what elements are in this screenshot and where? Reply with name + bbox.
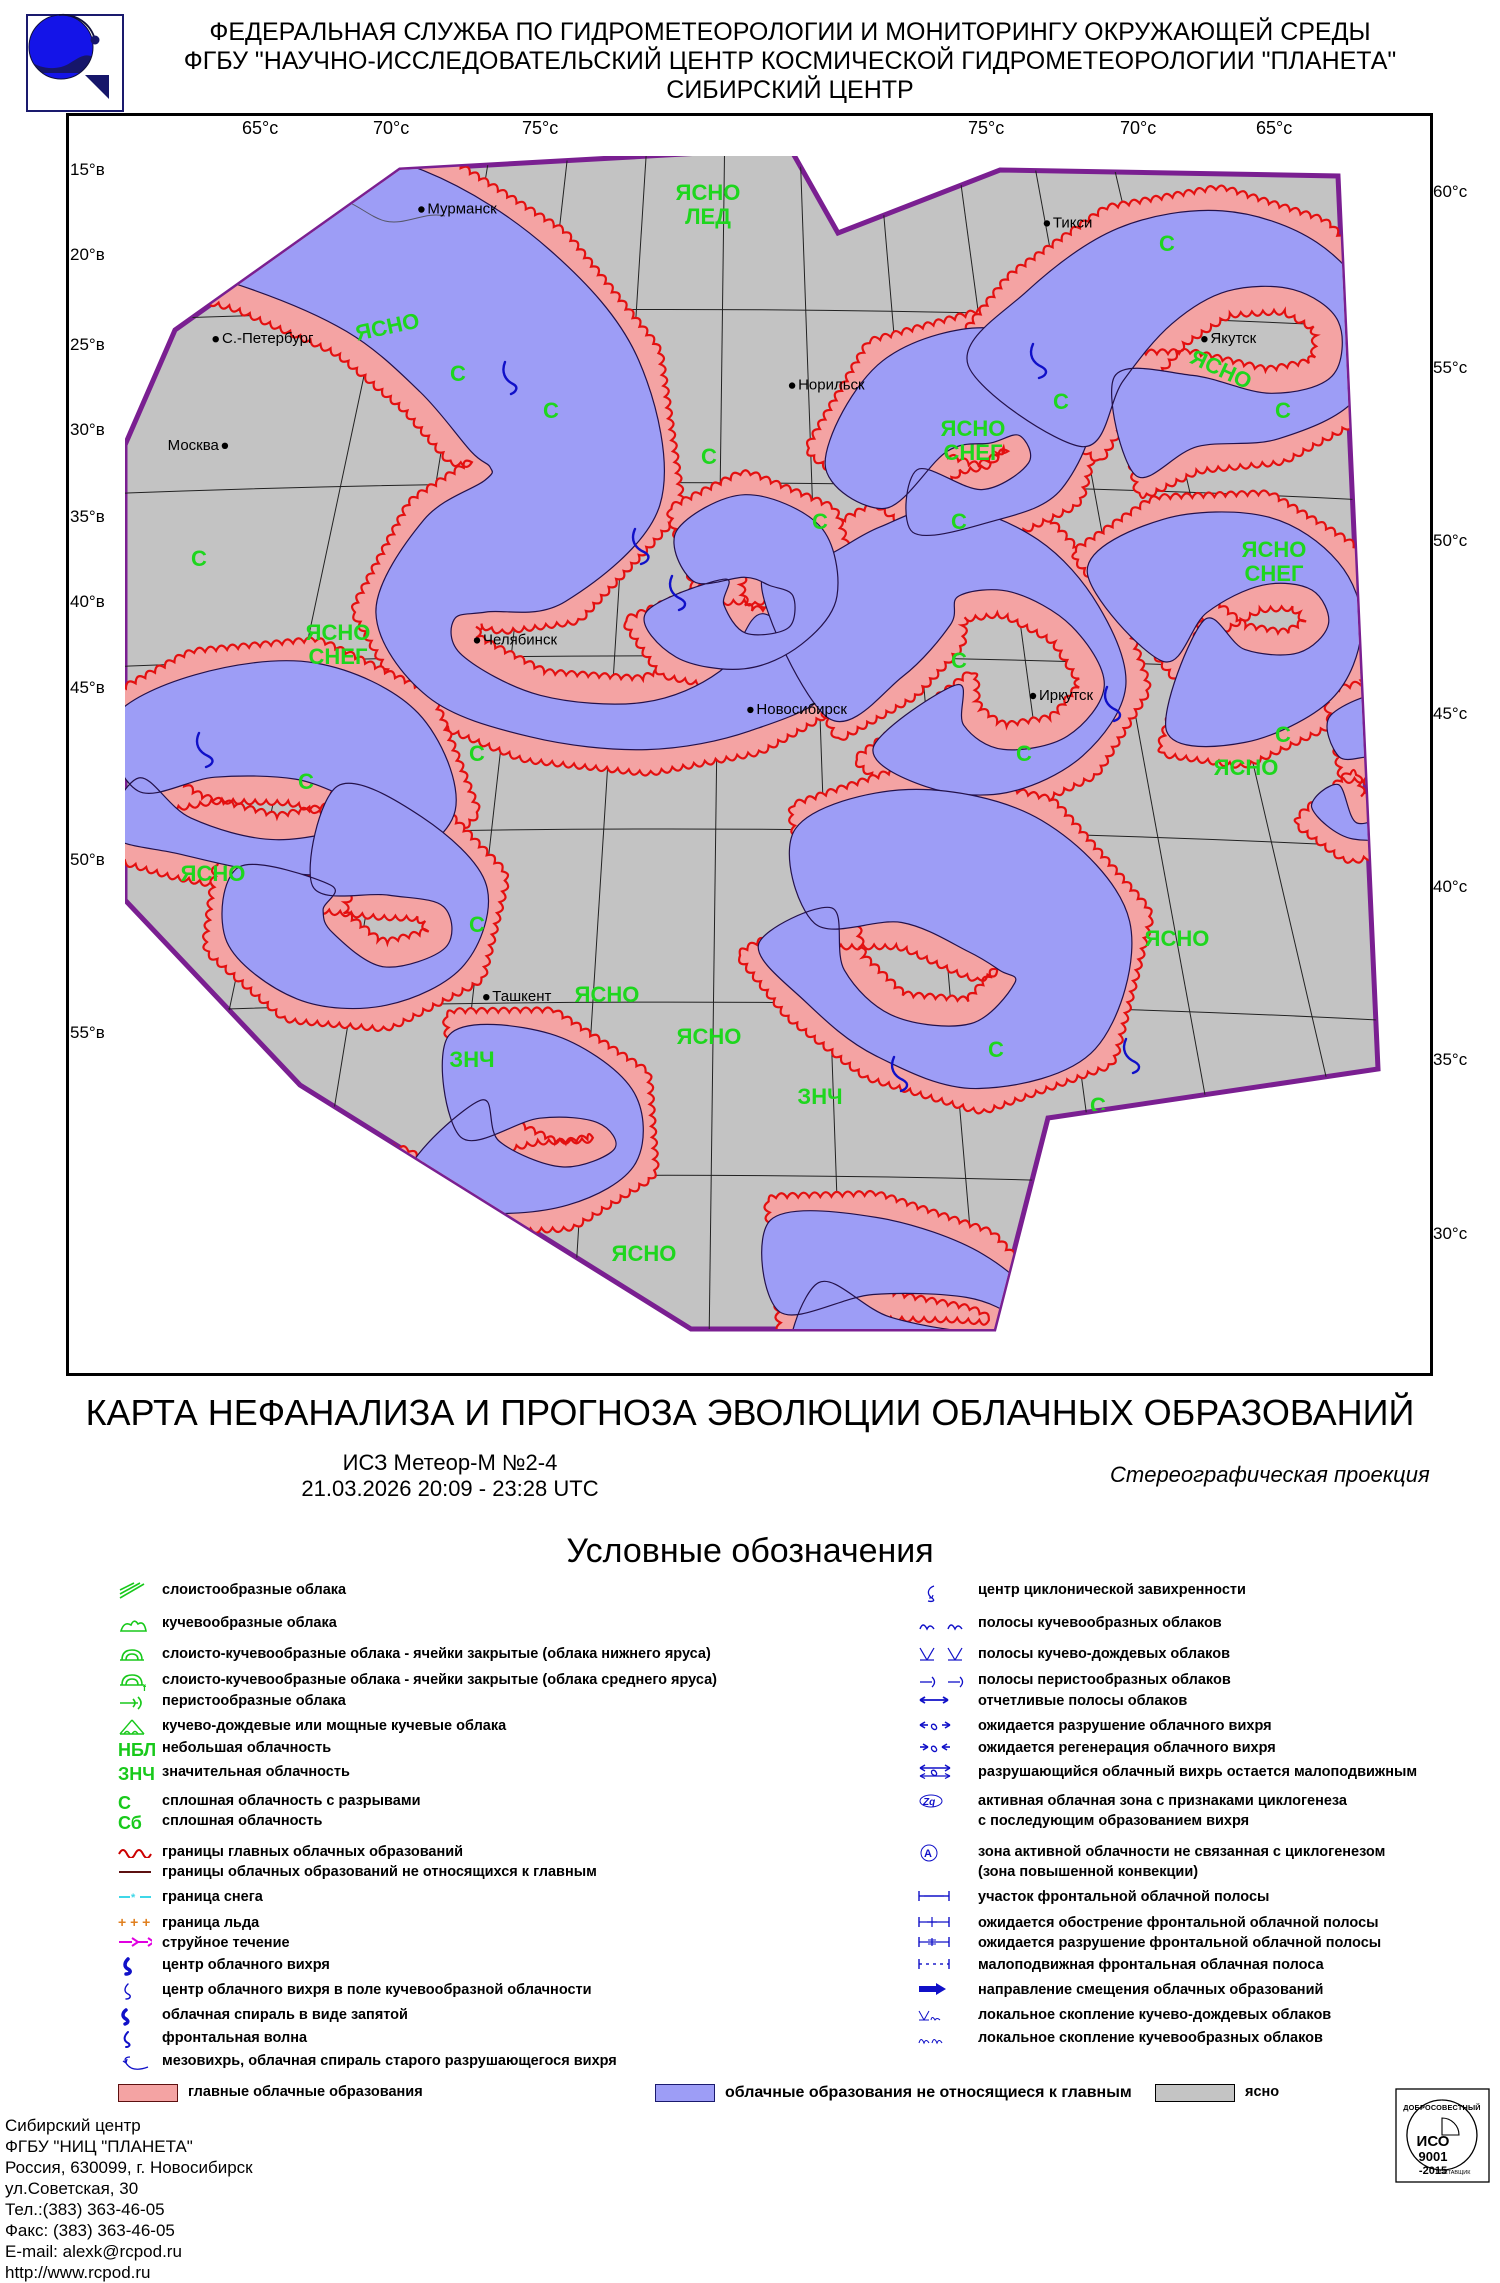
svg-text:Zq: Zq bbox=[922, 1797, 935, 1808]
svg-text:ЗНЧ: ЗНЧ bbox=[449, 1047, 494, 1072]
svg-text:Ташкент: Ташкент bbox=[492, 988, 551, 1005]
svg-text:С: С bbox=[469, 912, 485, 937]
svg-text:С: С bbox=[1016, 741, 1032, 766]
svg-text:ЯСНО: ЯСНО bbox=[1214, 755, 1279, 780]
svg-text:+ + +: + + + bbox=[118, 1915, 150, 1929]
svg-text:С: С bbox=[1090, 1093, 1106, 1118]
svg-text:С: С bbox=[469, 741, 485, 766]
svg-text:ЯСНО: ЯСНО bbox=[1145, 926, 1210, 951]
svg-text:A: A bbox=[924, 1848, 932, 1860]
svg-text:ПОСТАВЩИК: ПОСТАВЩИК bbox=[1436, 2170, 1472, 2176]
svg-text:ЯСНО: ЯСНО bbox=[612, 1241, 677, 1266]
svg-text:ЗНЧ: ЗНЧ bbox=[797, 1084, 842, 1109]
svg-text:ЯСНО: ЯСНО bbox=[575, 982, 640, 1007]
svg-text:9001: 9001 bbox=[1419, 2149, 1448, 2164]
svg-text:С: С bbox=[988, 1037, 1004, 1062]
svg-text:ДОБРОСОВЕСТНЫЙ: ДОБРОСОВЕСТНЫЙ bbox=[1403, 2103, 1480, 2112]
svg-text:Новосибирск: Новосибирск bbox=[756, 701, 847, 718]
svg-text:ЯСНО: ЯСНО bbox=[677, 1024, 742, 1049]
svg-text:*: * bbox=[131, 1892, 136, 1903]
svg-text:ИСО: ИСО bbox=[1417, 2133, 1450, 2150]
svg-text:С: С bbox=[298, 769, 314, 794]
svg-text:С: С bbox=[1275, 722, 1291, 747]
svg-text:ЯСНО: ЯСНО bbox=[181, 861, 246, 886]
svg-text:f: f bbox=[143, 1683, 147, 1692]
